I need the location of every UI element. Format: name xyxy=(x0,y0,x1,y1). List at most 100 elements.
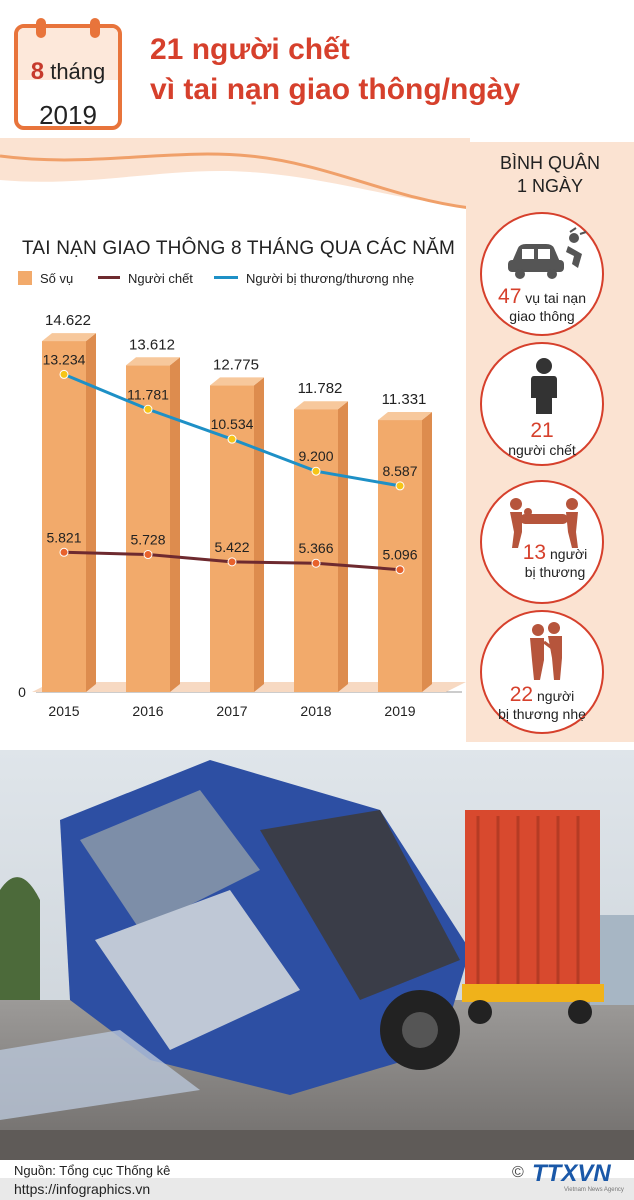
legend-swatch-cases xyxy=(18,271,32,285)
legend-label-injured: Người bị thương/thương nhẹ xyxy=(246,271,415,286)
source-note: Nguồn: Tổng cục Thống kê xyxy=(14,1163,171,1178)
data-point xyxy=(143,404,153,414)
calendar-month-number: 8 xyxy=(30,58,45,85)
calendar-frame: 8 tháng 2019 xyxy=(14,24,122,130)
chart-title: TAI NẠN GIAO THÔNG 8 THÁNG QUA CÁC NĂM xyxy=(22,238,456,259)
stat-deaths-number: 21 xyxy=(530,419,554,442)
legend-item-cases: Số vụ xyxy=(18,271,73,286)
daily-average-title-line2: 1 NGÀY xyxy=(516,176,584,196)
data-point xyxy=(311,558,321,568)
data-point xyxy=(227,557,237,567)
stretcher-icon xyxy=(510,498,578,548)
data-label: 8.587 xyxy=(382,463,417,479)
x-tick-label: 2017 xyxy=(216,703,247,719)
calendar-month-word: tháng xyxy=(50,59,106,84)
legend-swatch-injured xyxy=(214,276,238,279)
bar-side xyxy=(422,412,432,692)
bar-top xyxy=(294,401,348,410)
calendar-ring-icon xyxy=(90,18,100,38)
bar-top xyxy=(42,333,96,342)
daily-average-title: BÌNH QUÂN 1 NGÀY xyxy=(466,152,634,198)
stat-minor-injured-number: 22 xyxy=(509,683,534,706)
stat-accidents-text: 47 vụ tai nạn giao thông xyxy=(486,285,598,325)
page-title: 21 người chết vì tai nạn giao thông/ngày xyxy=(150,30,520,110)
bar xyxy=(42,341,86,692)
calendar-header xyxy=(18,28,118,80)
bar xyxy=(126,365,170,692)
website-link[interactable]: https://infographics.vn xyxy=(14,1181,151,1197)
calendar-badge: 8 tháng 2019 xyxy=(14,18,122,130)
bar-top xyxy=(378,412,432,421)
logo-text: TTXVN xyxy=(532,1160,611,1187)
x-tick-label: 2016 xyxy=(132,703,163,719)
footer-bar: https://infographics.vn xyxy=(0,1178,634,1200)
bar-side xyxy=(338,401,348,692)
legend-item-deaths: Người chết xyxy=(98,271,193,286)
stat-injured-label-2: bị thương xyxy=(524,564,586,580)
car-crash-icon xyxy=(508,227,587,279)
data-label: 11.781 xyxy=(127,386,169,402)
decorative-wave xyxy=(0,138,470,210)
data-point xyxy=(59,369,69,379)
data-point xyxy=(227,434,237,444)
daily-average-title-line1: BÌNH QUÂN xyxy=(499,153,600,173)
bar-value-label: 14.622 xyxy=(45,312,91,329)
page-title-line2: vì tai nạn giao thông/ngày xyxy=(150,73,521,106)
data-label: 5.366 xyxy=(298,540,333,556)
injured-people-icon xyxy=(530,622,562,680)
bar-top xyxy=(126,357,180,366)
stat-accidents-label: vụ tai nạn xyxy=(525,290,586,306)
bar-side xyxy=(254,377,264,692)
calendar-year: 2019 xyxy=(39,100,97,130)
bar-top xyxy=(210,377,264,386)
data-label: 5.422 xyxy=(214,539,249,555)
bar-side xyxy=(86,333,96,692)
stat-injured-label: người xyxy=(550,546,588,562)
x-tick-label: 2019 xyxy=(384,703,415,719)
data-point xyxy=(59,547,69,557)
stat-minor-injured: 22 người bị thương nhẹ xyxy=(480,610,604,734)
data-label: 5.728 xyxy=(130,532,165,548)
bar xyxy=(378,420,422,692)
bar-value-label: 12.775 xyxy=(213,356,259,373)
stat-injured-text: 13 người bị thương xyxy=(512,541,598,581)
data-point xyxy=(143,550,153,560)
stat-accidents: 47 vụ tai nạn giao thông xyxy=(480,212,604,336)
stat-accidents-number: 47 xyxy=(498,285,522,308)
y-tick-label: 0 xyxy=(18,684,26,700)
data-label: 10.534 xyxy=(211,416,254,432)
data-label: 9.200 xyxy=(298,448,333,464)
data-point xyxy=(311,466,321,476)
stat-minor-injured-label-2: bị thương nhẹ xyxy=(498,706,586,722)
legend-item-injured: Người bị thương/thương nhẹ xyxy=(214,271,414,286)
legend-label-cases: Số vụ xyxy=(40,271,74,286)
stat-minor-injured-label: người xyxy=(537,688,575,704)
person-icon xyxy=(531,358,557,414)
stat-deaths-text: 21 người chết xyxy=(486,419,598,459)
data-label: 5.096 xyxy=(382,547,417,563)
data-label: 13.234 xyxy=(43,351,86,367)
stat-accidents-label-2: giao thông xyxy=(509,308,575,324)
bar-value-label: 13.612 xyxy=(129,336,175,353)
copyright-symbol: © xyxy=(512,1164,524,1181)
accident-chart: 14.622 2015 13.612 2016 12.775 2017 11.782 2018… xyxy=(18,312,466,719)
legend-label-deaths: Người chết xyxy=(128,271,193,286)
data-label: 5.821 xyxy=(46,529,81,545)
calendar-ring-icon xyxy=(36,18,46,38)
crash-scene-photo xyxy=(0,750,634,1160)
page-title-line1: 21 người chết xyxy=(150,33,350,66)
stat-deaths: 21 người chết xyxy=(480,342,604,466)
bar-value-label: 11.331 xyxy=(382,391,427,408)
logo-subtitle: Vietnam News Agency xyxy=(564,1187,624,1193)
daily-average-panel: BÌNH QUÂN 1 NGÀY 47 vụ tai nạn giao thông… xyxy=(466,142,634,742)
x-tick-label: 2018 xyxy=(300,703,331,719)
calendar-month: 8 tháng xyxy=(18,58,118,86)
stat-injured: 13 người bị thương xyxy=(480,480,604,604)
stat-deaths-label: người chết xyxy=(508,442,576,458)
stat-injured-number: 13 xyxy=(522,541,547,564)
legend-swatch-deaths xyxy=(98,276,120,279)
x-tick-label: 2015 xyxy=(48,703,79,719)
data-point xyxy=(395,481,405,491)
bar-value-label: 11.782 xyxy=(298,380,343,397)
bar xyxy=(294,409,338,692)
